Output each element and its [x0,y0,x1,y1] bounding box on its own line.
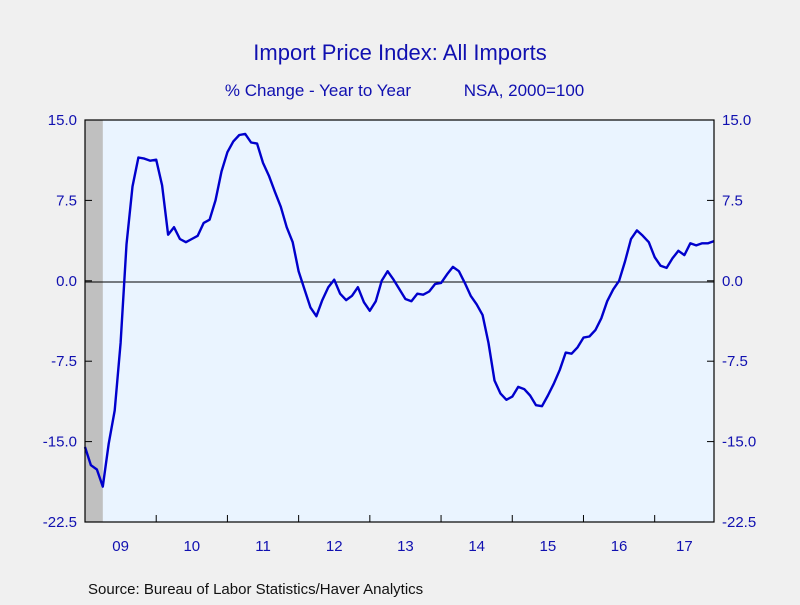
x-tick-label: 11 [255,538,271,555]
y-tick-label-right: 7.5 [722,192,743,209]
y-axis-left: 15.0 7.5 0.0 -7.5 -15.0 -22.5 [43,112,92,531]
chart-subtitle-left: % Change - Year to Year [225,81,412,100]
y-axis-right: 15.0 7.5 0.0 -7.5 -15.0 -22.5 [707,112,756,531]
recession-shade [85,120,103,522]
recession-shade-layer [85,120,103,522]
y-tick-label-right: -7.5 [722,353,748,370]
series-line-0 [83,132,715,488]
x-axis: 09 10 11 12 13 14 15 16 17 [112,515,693,555]
y-tick-label-left: -7.5 [51,353,77,370]
x-tick-label: 09 [112,538,129,555]
y-tick-label-right: -15.0 [722,434,756,451]
x-tick-label: 17 [676,538,693,555]
x-tick-label: 14 [468,538,485,555]
source-note: Source: Bureau of Labor Statistics/Haver… [88,581,423,598]
y-tick-label-right: 0.0 [722,273,743,290]
x-tick-label: 16 [611,538,628,555]
x-tick-label: 13 [397,538,414,555]
x-tick-label: 12 [326,538,343,555]
x-tick-label: 10 [183,538,200,555]
y-tick-label-right: 15.0 [722,112,751,129]
y-tick-label-left: 0.0 [56,273,77,290]
y-tick-label-right: -22.5 [722,514,756,531]
plot-area [85,120,714,522]
x-tick-label: 15 [540,538,557,555]
y-tick-label-left: 7.5 [56,192,77,209]
y-tick-label-left: -22.5 [43,514,77,531]
series-layer [83,132,715,488]
plot-frame [84,119,715,523]
chart-title: Import Price Index: All Imports [253,40,546,65]
chart-subtitle-right: NSA, 2000=100 [464,81,585,100]
y-tick-label-left: -15.0 [43,434,77,451]
y-tick-label-left: 15.0 [48,112,77,129]
